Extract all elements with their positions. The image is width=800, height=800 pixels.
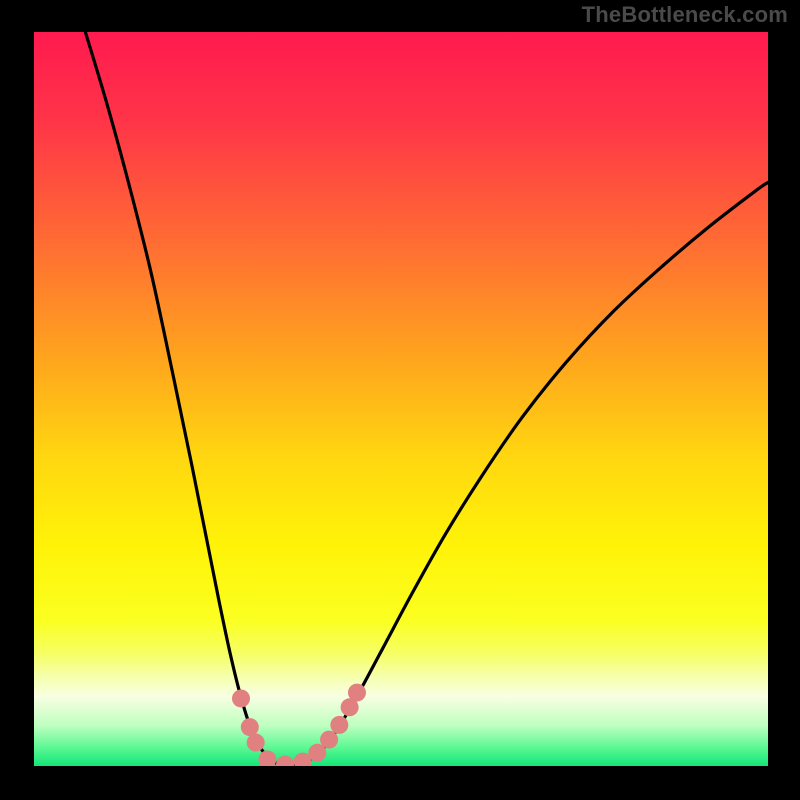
watermark-text: TheBottleneck.com [582,2,788,28]
highlight-dot [241,718,259,736]
highlight-dot [247,734,265,752]
plot-gradient-background [34,32,768,766]
highlight-dot [258,750,276,768]
highlight-dot [330,716,348,734]
highlight-dot [348,684,366,702]
bottleneck-curve-chart [0,0,800,800]
highlight-dot [232,689,250,707]
highlight-dot [320,731,338,749]
chart-stage: TheBottleneck.com [0,0,800,800]
